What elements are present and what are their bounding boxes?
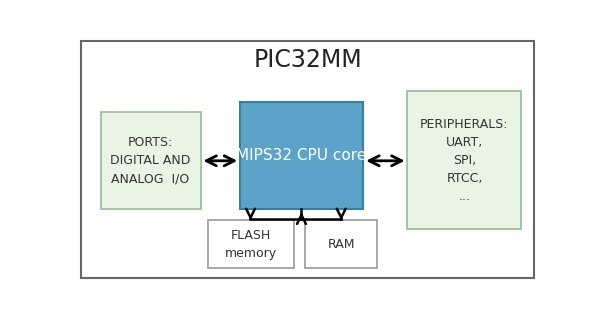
Bar bbox=[240, 102, 364, 210]
Text: PIC32MM: PIC32MM bbox=[253, 48, 362, 72]
Bar bbox=[208, 221, 293, 268]
Bar bbox=[101, 112, 200, 210]
Text: RAM: RAM bbox=[328, 238, 355, 251]
Text: FLASH
memory: FLASH memory bbox=[224, 229, 277, 260]
Text: PORTS:
DIGITAL AND
ANALOG  I/O: PORTS: DIGITAL AND ANALOG I/O bbox=[110, 136, 191, 185]
Bar bbox=[407, 91, 521, 229]
Bar bbox=[305, 221, 377, 268]
Text: PERIPHERALS:
UART,
SPI,
RTCC,
...: PERIPHERALS: UART, SPI, RTCC, ... bbox=[420, 118, 509, 203]
Text: MIPS32 CPU core: MIPS32 CPU core bbox=[236, 149, 367, 163]
